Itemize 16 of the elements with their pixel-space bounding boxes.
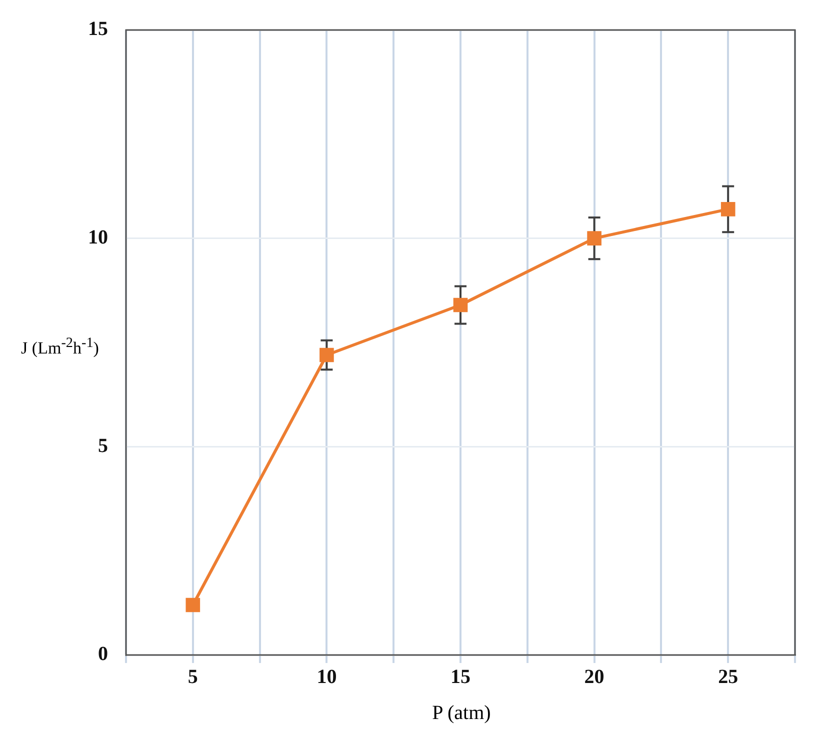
x-axis-title: P (atm) [431,702,492,725]
point [186,598,200,612]
x-tick-label: 15 [450,666,470,688]
y-tick-label: 15 [88,18,108,40]
x-tick-label: 10 [316,666,337,688]
y-tick-label: 5 [98,434,108,457]
x-tick-label: 5 [188,666,198,688]
y-axis-title: J (Lm$^{-2}$h$^{-1}$) [20,334,100,360]
y-tick-label: 0 [98,643,108,666]
x-tick-label: 25 [718,666,738,688]
point [453,298,468,312]
x-tick-label: 20 [584,666,604,688]
point [320,348,334,362]
point [587,231,602,246]
point [720,202,736,216]
y-tick-label: 10 [88,226,108,249]
